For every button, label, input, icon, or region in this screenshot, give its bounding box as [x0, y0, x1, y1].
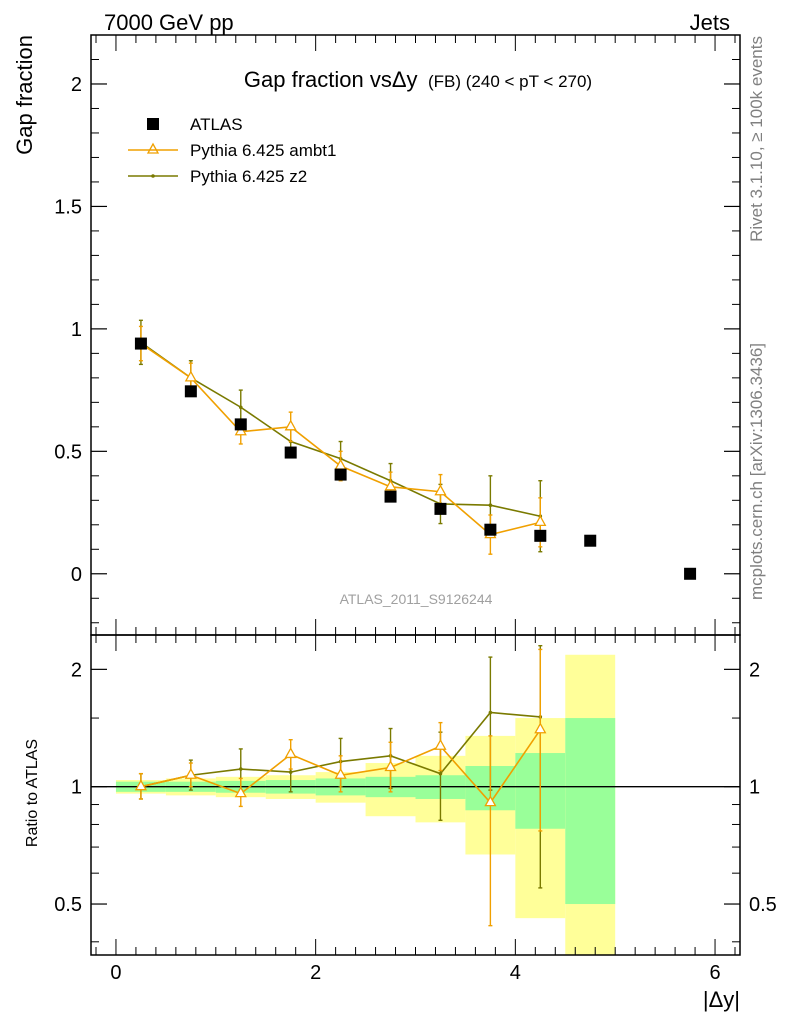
- ratio-point-z2: [238, 767, 243, 771]
- ratio-point-ambt1: [434, 738, 447, 750]
- ratio-ytick-label: 2: [71, 659, 82, 681]
- main-line-ambt1: [140, 342, 541, 536]
- ratio-point-ambt1: [334, 767, 347, 779]
- legend-marker-atlas: [147, 118, 159, 130]
- legend-label-atlas: ATLAS: [190, 115, 243, 134]
- watermark-text: ATLAS_2011_S9126244: [340, 591, 493, 607]
- legend-label-z2: Pythia 6.425 z2: [190, 167, 307, 186]
- main-ytick-label: 2: [71, 74, 82, 96]
- atlas-point: [684, 567, 697, 580]
- main-panel: 0 0.5 1 1.5 2 Gap fraction Gap fraction vsΔy…: [12, 34, 741, 636]
- ratio-ytick-label: 1: [71, 777, 82, 799]
- ratio-point-ambt1: [134, 779, 148, 791]
- main-ytick-label: 1: [71, 319, 82, 341]
- ratio-xtick-label: 4: [510, 962, 521, 984]
- legend: ATLAS Pythia 6.425 ambt1 Pythia 6.425 z2: [128, 115, 336, 186]
- ratio-point-z2: [288, 770, 293, 774]
- atlas-point: [434, 502, 447, 515]
- ratio-ytick-label-right: 2: [749, 659, 760, 681]
- atlas-point: [484, 523, 497, 536]
- main-ylabel: Gap fraction: [12, 35, 37, 155]
- ratio-ytick-label-right: 0.5: [749, 894, 777, 916]
- ratio-point-z2: [438, 771, 443, 776]
- ratio-ytick-label: 0.5: [54, 894, 82, 916]
- main-ytick-label: 0.5: [54, 441, 82, 463]
- main-point-ambt1: [184, 370, 197, 382]
- atlas-point: [534, 529, 547, 542]
- chart-title-sub: (FB) (240 < pT < 270): [428, 72, 592, 91]
- main-ytick-label: 1.5: [54, 196, 82, 218]
- chart-title-main: Gap fraction vsΔy: [244, 67, 418, 92]
- main-point-z2: [238, 405, 243, 410]
- ratio-panel: 0.5 0.5 1 1 2 2 0 2 4 6 Ratio to ATLAS |Δy|: [24, 634, 777, 1012]
- legend-marker-ambt1: [146, 142, 160, 154]
- atlas-point: [134, 337, 147, 350]
- legend-label-ambt1: Pythia 6.425 ambt1: [190, 141, 336, 160]
- legend-marker-z2: [151, 174, 155, 178]
- atlas-point: [384, 490, 397, 503]
- header-left-text: 7000 GeV pp: [104, 10, 234, 35]
- atlas-point: [234, 418, 247, 431]
- x-axis-label: |Δy|: [703, 987, 740, 1012]
- ratio-xtick-label: 0: [110, 962, 121, 984]
- ratio-ytick-label-right: 1: [749, 777, 760, 799]
- main-point-ambt1: [334, 458, 347, 470]
- atlas-point: [334, 468, 347, 481]
- chart-title: Gap fraction vsΔy (FB) (240 < pT < 270): [244, 67, 592, 92]
- ratio-ylabel: Ratio to ATLAS: [24, 739, 41, 847]
- ratio-point-ambt1: [484, 795, 497, 807]
- main-point-ambt1: [534, 515, 547, 526]
- main-point-ambt1: [284, 419, 297, 431]
- rivet-version-text: Rivet 3.1.10, ≥ 100k events: [747, 36, 766, 242]
- ratio-point-ambt1: [184, 767, 197, 779]
- main-line-z2: [140, 341, 541, 518]
- atlas-point: [284, 446, 297, 459]
- ratio-point-ambt1: [284, 747, 297, 759]
- header-right-text: Jets: [690, 10, 730, 35]
- main-plot-frame: [90, 34, 741, 636]
- ratio-point-ambt1: [534, 722, 547, 734]
- atlas-point: [184, 385, 197, 398]
- ratio-xtick-label: 2: [310, 962, 321, 984]
- mcplots-credit-text: mcplots.cern.ch [arXiv:1306.3436]: [747, 343, 766, 600]
- ratio-xtick-label: 6: [709, 962, 720, 984]
- main-point-ambt1: [434, 484, 447, 496]
- main-point-ambt1: [384, 479, 397, 491]
- main-point-z2: [488, 503, 493, 508]
- ratio-point-z2: [488, 710, 493, 715]
- ratio-point-ambt1: [384, 760, 397, 772]
- main-ytick-label: 0: [71, 564, 82, 586]
- ratio-point-ambt1: [234, 786, 247, 798]
- ratio-band-inner: [565, 718, 616, 905]
- atlas-point: [584, 534, 597, 547]
